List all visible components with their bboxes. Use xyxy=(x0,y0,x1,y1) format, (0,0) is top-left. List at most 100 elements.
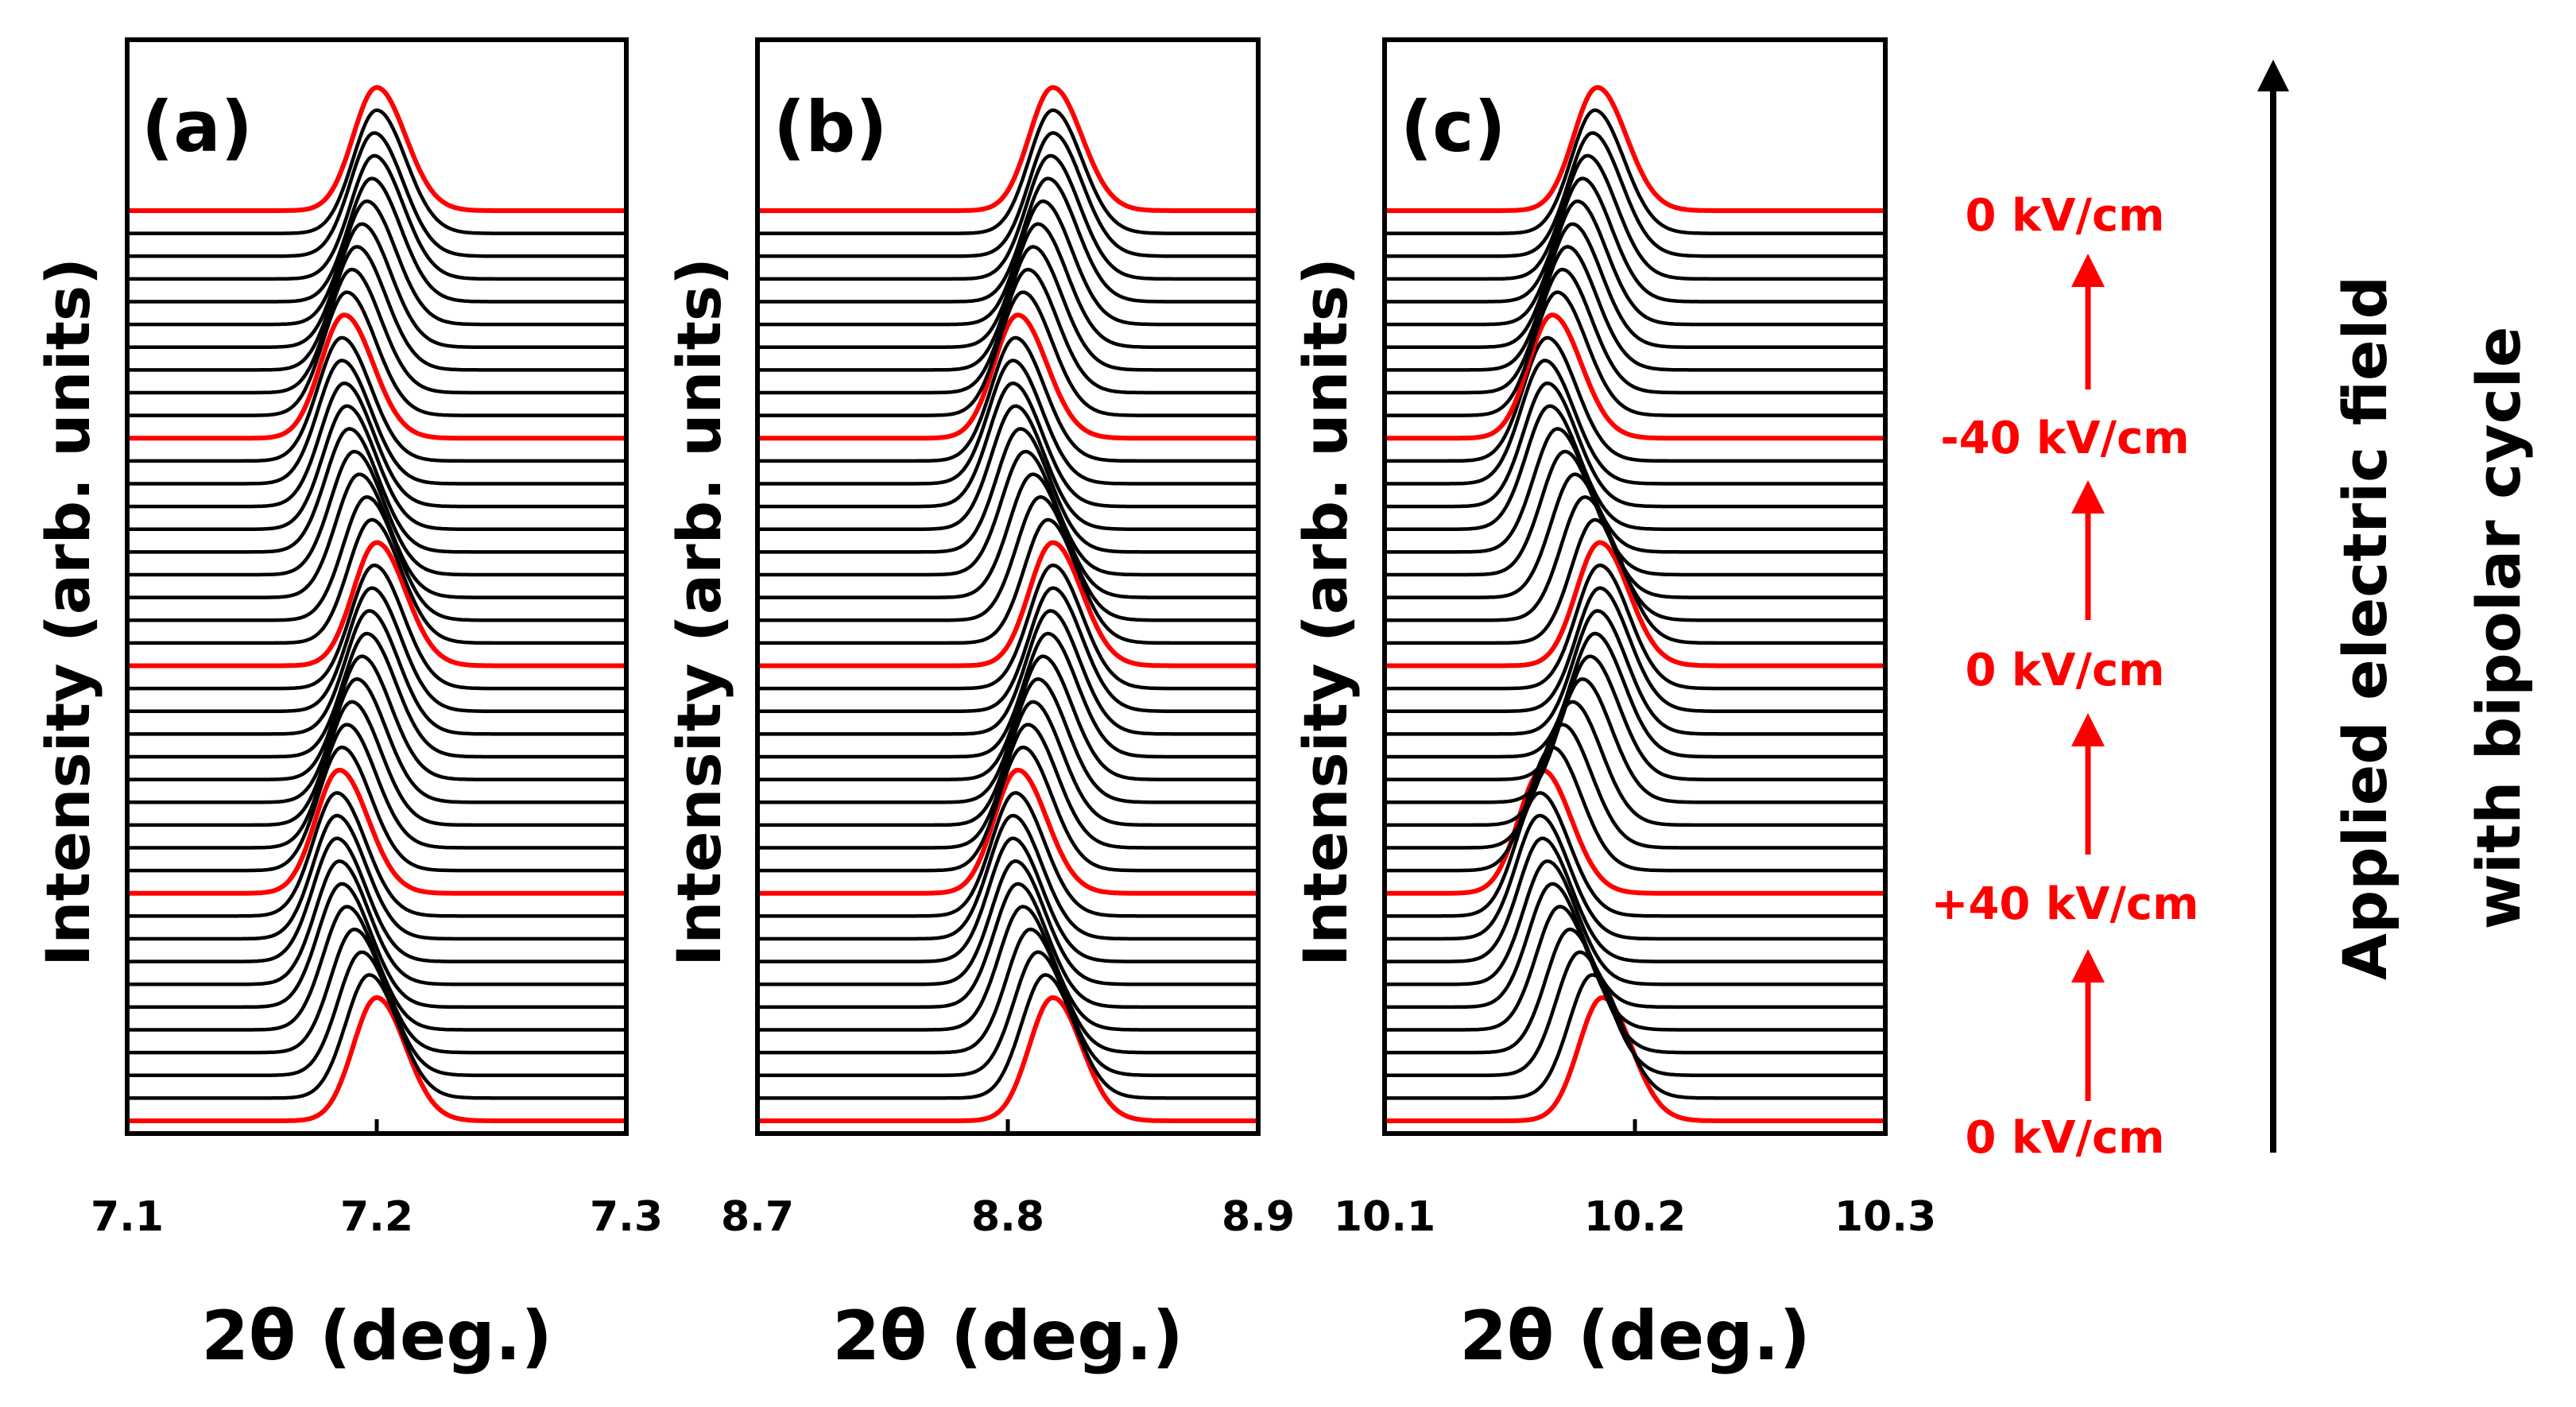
panel-c-trace-39 xyxy=(1385,108,1885,235)
panel-b-trace-12 xyxy=(757,723,1258,850)
panel-b-trace-10 xyxy=(757,767,1259,896)
panel-c-frame xyxy=(1382,37,1888,1136)
panel-c-trace-11 xyxy=(1385,745,1885,873)
panel-c-trace-13 xyxy=(1385,700,1885,828)
panel-b-ticks xyxy=(755,1119,1261,1134)
applied-field-axis: Applied electric field with bipolar cycl… xyxy=(2257,60,2534,1153)
panel-a-ticks xyxy=(125,1119,629,1134)
panel-b-label: (b) xyxy=(773,86,887,168)
panel-c-trace-27 xyxy=(1385,381,1885,509)
panel-b-trace-15 xyxy=(757,654,1258,781)
panel-a-trace-35 xyxy=(127,199,626,327)
panel-c-trace-1 xyxy=(1385,973,1885,1100)
panel-b-trace-31 xyxy=(757,290,1258,417)
panel-c-trace-31 xyxy=(1385,290,1885,417)
panel-a-traces xyxy=(126,85,627,1123)
panel-b-trace-23 xyxy=(757,472,1258,599)
panel-a-label: (a) xyxy=(141,86,253,168)
panel-a-trace-26 xyxy=(127,404,626,532)
panel-c-trace-4 xyxy=(1385,905,1885,1032)
panel-c-trace-23 xyxy=(1385,472,1885,599)
panel-a-trace-8 xyxy=(127,813,626,941)
panel-b-trace-8 xyxy=(757,813,1258,941)
panel-c-trace-35 xyxy=(1385,199,1885,327)
panel-b-trace-38 xyxy=(757,131,1258,258)
panel-b-traces xyxy=(757,85,1259,1123)
panel-a-trace-0 xyxy=(126,995,627,1123)
panel-c-trace-24 xyxy=(1385,449,1885,577)
panel-a-trace-31 xyxy=(127,290,626,417)
panel-a-trace-27 xyxy=(127,381,626,509)
panel-b-trace-22 xyxy=(757,495,1258,622)
panel-b-trace-6 xyxy=(757,859,1259,986)
panel-c-trace-10 xyxy=(1384,767,1886,896)
panel-c-trace-8 xyxy=(1385,813,1885,941)
panel-b-trace-2 xyxy=(757,950,1258,1078)
field-label-mid: 0 kV/cm xyxy=(1965,645,2164,696)
panel-c-trace-40 xyxy=(1384,85,1886,213)
panel-a-ylabel: Intensity (arb. units) xyxy=(33,258,103,967)
field-annotations: 0 kV/cm -40 kV/cm 0 kV/cm +40 kV/cm 0 kV… xyxy=(1931,190,2199,1164)
panel-b-trace-7 xyxy=(757,836,1258,963)
panel-c-tick-3: 10.3 xyxy=(1834,1193,1936,1241)
panel-b-trace-11 xyxy=(757,745,1258,873)
panel-a-trace-40 xyxy=(126,85,627,213)
panel-c-tick-2: 10.2 xyxy=(1584,1193,1686,1241)
field-label-bottom: 0 kV/cm xyxy=(1965,1112,2164,1164)
panel-a-trace-20 xyxy=(126,540,627,669)
panel-a-trace-2 xyxy=(127,950,626,1078)
panel-b-trace-29 xyxy=(757,335,1258,463)
panel-c-label: (c) xyxy=(1400,86,1506,168)
panel-b-ylabel: Intensity (arb. units) xyxy=(664,258,734,967)
panel-b-trace-20 xyxy=(757,540,1259,669)
panel-a-trace-14 xyxy=(127,677,626,804)
panel-b-trace-9 xyxy=(757,791,1258,918)
panel-c-trace-5 xyxy=(1385,882,1885,1010)
panel-b-trace-4 xyxy=(757,905,1258,1032)
panel-b-trace-3 xyxy=(757,927,1258,1055)
panel-b-trace-37 xyxy=(757,153,1258,281)
panel-b-trace-28 xyxy=(757,359,1258,486)
panel-b-trace-40 xyxy=(757,85,1259,213)
panel-b-trace-0 xyxy=(757,995,1259,1123)
panel-c-trace-32 xyxy=(1385,267,1885,395)
panel-b-trace-13 xyxy=(757,700,1258,828)
field-label-neg40: -40 kV/cm xyxy=(1940,413,2189,464)
panel-b-trace-26 xyxy=(757,404,1258,532)
panel-c-trace-14 xyxy=(1385,677,1885,804)
panel-a-trace-21 xyxy=(127,517,626,645)
panel-a-trace-7 xyxy=(127,836,626,963)
panel-c-traces xyxy=(1384,85,1886,1123)
panel-c-trace-25 xyxy=(1385,427,1885,554)
panel-c-trace-19 xyxy=(1385,563,1885,691)
panel-c-ticks xyxy=(1382,1119,1888,1134)
panel-c-trace-6 xyxy=(1385,859,1885,986)
panel-b-trace-35 xyxy=(757,199,1258,327)
panel-a-trace-10 xyxy=(126,767,627,896)
panel-a-trace-1 xyxy=(127,973,626,1100)
panel-b-trace-21 xyxy=(757,517,1258,645)
panel-c-trace-9 xyxy=(1385,791,1885,918)
panel-b-trace-30 xyxy=(757,312,1259,441)
panel-a-trace-28 xyxy=(127,359,626,486)
panel-c-trace-22 xyxy=(1384,495,1885,622)
panel-c-trace-2 xyxy=(1385,950,1885,1078)
panel-b-trace-32 xyxy=(757,267,1258,395)
panel-c-trace-28 xyxy=(1385,359,1885,486)
panel-a-trace-12 xyxy=(127,723,626,850)
panel-a-trace-34 xyxy=(127,222,626,350)
panel-a: Intensity (arb. units) (a) 7.1 7.2 7.3 2… xyxy=(33,37,663,1376)
panel-a-trace-9 xyxy=(127,791,626,918)
panel-a-trace-25 xyxy=(127,427,626,554)
panel-a-xlabel: 2θ (deg.) xyxy=(201,1297,552,1376)
panel-b: Intensity (arb. units) (b) 8.7 8.8 8.9 2… xyxy=(664,37,1295,1376)
panel-a-trace-24 xyxy=(127,449,626,577)
panel-b-trace-24 xyxy=(757,449,1258,577)
panel-a-trace-23 xyxy=(127,472,626,599)
panel-c: Intensity (arb. units) (c) 10.1 10.2 10.… xyxy=(1290,37,1936,1376)
panel-a-tick-2: 7.2 xyxy=(340,1193,413,1241)
panel-b-trace-1 xyxy=(757,973,1258,1100)
panel-c-trace-37 xyxy=(1385,153,1885,281)
panel-b-trace-19 xyxy=(757,563,1258,691)
